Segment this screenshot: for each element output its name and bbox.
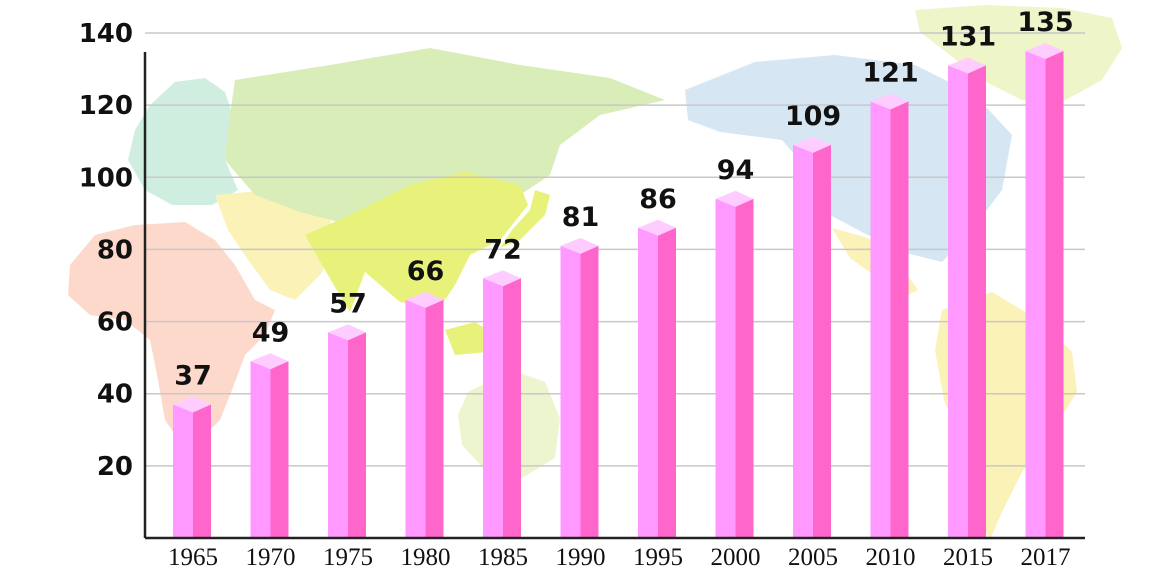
bar-side [580,245,599,539]
bar-2010 [870,93,909,539]
y-tick-label: 40 [97,380,133,410]
bar-1965 [173,396,211,538]
bar-top [638,219,676,236]
x-tick-label: 1980 [401,544,451,571]
x-tick-label: 2010 [866,544,916,571]
data-labels: 37 49 57 66 72 81 86 94 109 121 131 135 [174,7,1073,392]
bar-1970 [250,353,289,538]
data-label: 49 [252,317,290,348]
bar-side [813,144,831,539]
bar-top [405,291,444,308]
bar-top [870,93,909,110]
bar-front [948,65,968,538]
grid-lines [145,32,1085,467]
data-label: 81 [562,202,600,233]
map-greenland [915,5,1122,102]
bar-top [1025,43,1064,60]
bar-front [560,245,581,539]
bar-front [250,361,271,538]
bar-front [715,198,736,538]
y-tick-label: 80 [97,235,133,265]
bar-side [348,332,366,538]
bar-1985 [483,270,521,538]
bar-front [638,227,658,539]
bar-front [328,332,348,538]
data-label: 66 [407,256,445,287]
bar-side [735,198,754,538]
y-tick-label: 140 [79,19,133,49]
bar-2017 [1025,43,1064,539]
bar-1980 [405,291,444,538]
data-label: 72 [484,234,522,265]
map-north-america [685,55,1012,262]
bar-2000 [715,190,754,538]
bar-side [503,278,521,538]
bar-front [483,278,503,538]
bar-side [1045,51,1064,539]
x-tick-label: 2017 [1021,544,1071,571]
bar-1990 [560,237,599,539]
x-tick-label: 1975 [323,544,373,571]
y-tick-label: 60 [97,308,133,338]
bar-side [270,361,289,538]
bar-top [483,270,521,287]
bars-group [173,43,1064,539]
x-tick-label: 2015 [943,544,993,571]
x-tick-label: 1995 [633,544,683,571]
bar-2015 [948,57,986,538]
map-middle-east [215,190,340,300]
x-tick-label: 2005 [788,544,838,571]
y-tick-label: 120 [79,91,133,121]
y-tick-label: 20 [97,452,133,482]
bar-1995 [638,219,676,539]
bar-front [1025,51,1046,539]
bar-top [715,190,754,207]
bar-top [250,353,289,370]
x-tick-label: 1985 [478,544,528,571]
y-tick-label: 100 [79,163,133,193]
bar-side [658,227,676,539]
bar-front [870,101,891,539]
bar-side [890,101,909,539]
data-label: 121 [862,58,918,89]
bar-top [173,396,211,413]
x-tick-labels: 1965 1970 1975 1980 1985 1990 1995 2000 2005 2010… [168,544,1071,571]
bar-front [793,144,813,539]
map-europe [128,78,238,205]
map-japan [500,190,550,248]
x-tick-label: 1965 [168,544,218,571]
bar-1975 [328,324,366,538]
bar-top [560,237,599,254]
data-label: 135 [1017,7,1073,38]
data-label: 94 [717,155,755,186]
bar-side [425,299,444,538]
bar-front [405,299,426,538]
bar-side [193,404,211,538]
bar-front [173,404,193,538]
data-label: 131 [940,21,996,52]
x-tick-label: 1990 [556,544,606,571]
data-label: 109 [785,101,841,132]
bar-2005 [793,136,831,539]
bar-top [948,57,986,74]
data-label: 57 [329,288,367,319]
map-south-asia [305,172,528,312]
y-tick-labels: 20 40 60 80 100 120 140 [79,19,133,482]
x-tick-label: 1970 [246,544,296,571]
map-asia [225,48,665,225]
x-tick-label: 2000 [711,544,761,571]
data-label: 37 [174,361,212,392]
bar-top [328,324,366,341]
bar-top [793,136,831,153]
data-label: 86 [639,184,677,215]
map-africa [68,222,275,442]
axes-group [143,52,1085,540]
bar-side [968,65,986,538]
